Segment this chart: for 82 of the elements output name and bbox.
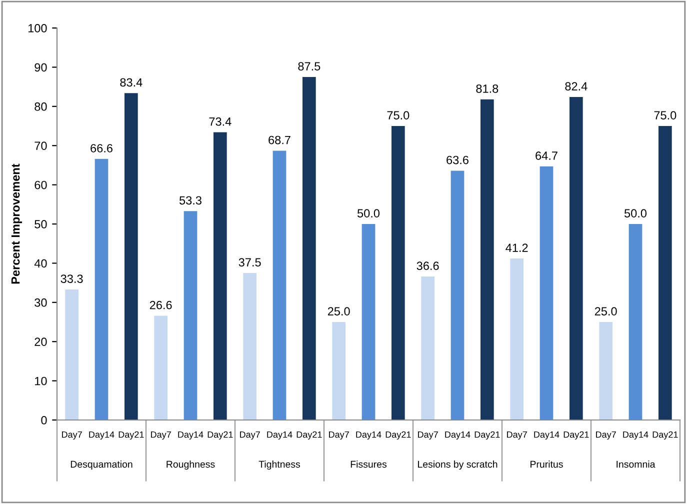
y-tick-label: 20 (34, 338, 47, 346)
data-label: 87.5 (298, 62, 320, 70)
bar (628, 224, 642, 420)
data-label: 53.3 (179, 196, 202, 205)
x-tick-label: Day14 (356, 431, 382, 440)
y-tick-label: 60 (34, 180, 47, 190)
data-label: 36.6 (416, 262, 439, 270)
bar (184, 211, 198, 420)
x-tick-label: Day7 (62, 431, 82, 440)
text: Tightness (258, 460, 300, 470)
y-tick-label: 10 (35, 376, 47, 386)
text: Insomnia (616, 460, 656, 468)
x-tick-label: Day14 (267, 431, 292, 440)
data-label: 50.0 (624, 209, 647, 218)
data-label: 33.3 (60, 274, 83, 283)
x-tick-label: Day14 (623, 431, 648, 440)
text: Fissures (350, 460, 387, 468)
y-tick-label: 50 (34, 220, 47, 228)
bar (154, 316, 168, 420)
y-tick-label: 30 (34, 298, 47, 307)
data-label: 83.4 (120, 78, 142, 87)
bar (599, 322, 613, 420)
bar (569, 96, 583, 420)
data-label: 82.4 (565, 82, 588, 90)
bar (510, 258, 524, 420)
bar (243, 273, 257, 420)
x-tick-label: Day21 (652, 431, 678, 440)
bar (421, 276, 435, 420)
data-label: 41.2 (506, 244, 528, 252)
x-tick-label: Day21 (564, 431, 589, 440)
text: Roughness (166, 460, 215, 470)
x-tick-label: Day7 (418, 431, 438, 440)
y-tick-label: 80 (34, 102, 47, 111)
data-label: 50.0 (357, 209, 380, 218)
y-tick-label: 0 (41, 416, 47, 424)
x-tick-label: Day14 (534, 431, 560, 440)
data-label: 25.0 (594, 307, 617, 316)
x-tick-label: Day7 (329, 431, 349, 440)
bar (124, 93, 138, 420)
y-tick-label: 40 (34, 259, 47, 268)
text: Desquamation (70, 460, 132, 470)
data-label: 26.6 (150, 300, 172, 310)
bar (65, 289, 79, 420)
x-tick-label: Day21 (208, 431, 233, 440)
y-axis-title: Percent Improvement (11, 164, 22, 284)
x-tick-label: Day7 (596, 431, 616, 440)
bar (213, 132, 227, 420)
bar (94, 158, 108, 420)
data-label: 75.0 (654, 111, 676, 120)
data-label: 37.5 (238, 258, 261, 266)
data-label: 64.7 (536, 152, 558, 160)
data-label: 68.7 (268, 136, 290, 144)
x-tick-label: Day14 (89, 431, 114, 440)
bar (362, 224, 376, 420)
data-label: 25.0 (328, 307, 350, 316)
data-label: 66.6 (90, 144, 112, 152)
y-tick-label: 70 (34, 142, 47, 150)
bar (332, 322, 346, 420)
text: Lesions by scratch (418, 460, 498, 470)
data-label: 81.8 (476, 84, 498, 93)
bar (302, 77, 316, 420)
x-tick-label: Day21 (474, 431, 500, 440)
bar (391, 126, 405, 420)
y-tick-label: 100 (28, 24, 47, 32)
x-tick-label: Day21 (118, 431, 144, 440)
data-label: 63.6 (446, 156, 468, 164)
text: Pruritus (530, 460, 563, 468)
x-tick-label: Day21 (386, 431, 411, 440)
y-tick-label: 90 (34, 63, 47, 72)
data-label: 75.0 (387, 111, 410, 120)
x-tick-label: Day7 (151, 431, 171, 440)
bar (272, 150, 286, 420)
bar (480, 99, 494, 420)
bar (658, 126, 672, 420)
x-tick-label: Day7 (507, 431, 527, 440)
x-tick-label: Day14 (178, 431, 204, 440)
x-tick-label: Day7 (240, 431, 260, 440)
bar (540, 166, 554, 420)
x-tick-label: Day21 (296, 431, 322, 440)
data-label: 73.4 (209, 117, 232, 126)
bar (450, 170, 464, 420)
x-tick-label: Day14 (445, 431, 470, 440)
